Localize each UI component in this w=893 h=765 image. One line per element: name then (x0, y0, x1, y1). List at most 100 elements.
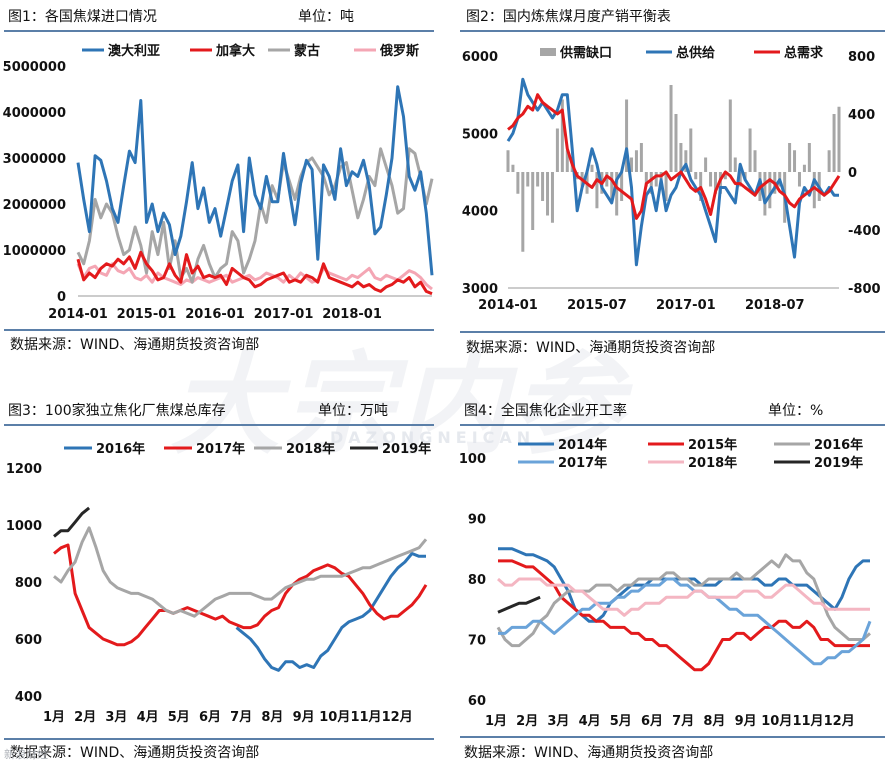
footer-rule (4, 329, 434, 331)
x-tick-label: 7月 (672, 714, 694, 729)
gap-bar (644, 172, 648, 187)
x-tick-label: 5月 (610, 714, 632, 729)
legend-label: 2014年 (558, 437, 607, 453)
legend-label: 2017年 (558, 455, 607, 471)
x-tick-label: 2016-01 (185, 307, 245, 322)
x-tick-label: 9月 (735, 714, 757, 729)
gap-bar (649, 172, 653, 194)
header-rule (460, 30, 885, 32)
footer-rule (460, 331, 885, 333)
legend-label: 2018年 (688, 455, 737, 471)
x-tick-label: 8月 (261, 710, 283, 725)
y-tick-label: 100 (459, 452, 486, 467)
legend-label: 总需求 (784, 45, 824, 61)
legend-label: 俄罗斯 (379, 43, 419, 59)
gap-bar (526, 172, 530, 187)
x-tick-label: 3月 (547, 714, 569, 729)
y-tick-label: 400 (15, 690, 42, 705)
series-line (53, 543, 428, 647)
y-tick-label: 4000 (462, 205, 498, 220)
source-note: 数据来源：WIND、海通期货投资咨询部 (10, 337, 260, 353)
x-tick-label: 2017-01 (254, 307, 314, 322)
gap-bar (541, 172, 545, 201)
x-tick-label: 8月 (703, 714, 725, 729)
gap-bar (674, 114, 678, 172)
x-tick-label: 1月 (485, 714, 507, 729)
gap-bar (620, 172, 624, 201)
y-tick-label: 3000 (462, 282, 498, 297)
watermark-sub: DAZONGNEICAN (330, 428, 536, 447)
gap-bar (546, 172, 550, 216)
footer-rule (4, 738, 434, 740)
x-tick-label: 2014-01 (478, 298, 538, 313)
y-tick-label: 5000000 (3, 60, 66, 75)
gap-bar (837, 106, 841, 172)
panel-unit: 单位：万吨 (318, 403, 388, 419)
x-tick-label: 11月 (792, 714, 823, 729)
gap-bar (812, 172, 816, 209)
x-tick-label: 2月 (74, 710, 96, 725)
series-line (76, 262, 433, 291)
series-line (235, 552, 426, 672)
panel-title: 图2：国内炼焦煤月度产销平衡表 (466, 9, 671, 25)
gap-bar (630, 157, 634, 172)
series-line (53, 506, 91, 538)
x-tick-label: 2015-07 (567, 298, 627, 313)
y-tick-label: 4000000 (3, 106, 66, 121)
gap-bar (733, 157, 737, 172)
legend-label: 2019年 (814, 455, 863, 471)
panel-title: 图3：100家独立焦化厂焦煤总库存 (8, 403, 226, 419)
source-note: 数据来源：WIND、海通期货投资咨询部 (466, 340, 716, 356)
y-tick-label: 70 (468, 634, 486, 649)
x-tick-label: 10月 (319, 710, 350, 725)
gap-bar (654, 172, 658, 187)
gap-bar (634, 150, 638, 172)
gap-bar (639, 143, 643, 172)
x-tick-label: 1月 (43, 710, 65, 725)
y-tick-label: 0 (57, 290, 66, 305)
x-tick-label: 2017-01 (656, 298, 716, 313)
header-rule (4, 30, 434, 32)
y-tick-label: 60 (468, 694, 486, 709)
x-tick-label: 4月 (579, 714, 601, 729)
y2-tick-label: 400 (848, 108, 875, 123)
gap-bar (550, 172, 554, 223)
gap-bar (689, 128, 693, 172)
panel-inventory: 图3：100家独立焦化厂焦煤总库存 单位：万吨 1200 1000 800 600 40… (0, 392, 446, 765)
gap-bar (615, 172, 619, 216)
panel-import: 图1：各国焦煤进口情况 单位：吨 5000000 4000000 3000000 20… (0, 0, 446, 385)
series-line (498, 577, 872, 666)
gap-bar (684, 150, 688, 172)
y-tick-label: 1000000 (3, 244, 66, 259)
series-line (76, 147, 434, 284)
panel-balance: 图2：国内炼焦煤月度产销平衡表 6000 5000 4000 3000 800 400 0-… (456, 0, 893, 385)
x-tick-label: 2014-01 (48, 307, 108, 322)
gap-bar (536, 172, 540, 187)
y-tick-label: 800 (15, 576, 42, 591)
gap-bar (738, 172, 742, 187)
gap-bar (610, 172, 614, 201)
panel-title: 图4：全国焦化企业开工率 (464, 403, 627, 419)
y-tick-label: 6000 (462, 50, 498, 65)
series-line (53, 526, 428, 618)
panel-utilization: 图4：全国焦化企业开工率 单位：% 100 90 80 70 60 1月 2月 3月 4月 5月 6… (456, 392, 893, 765)
legend-label: 蒙古 (294, 43, 320, 59)
gap-bar (555, 128, 559, 172)
series-line (498, 559, 870, 672)
x-tick-label: 2018-01 (322, 307, 382, 322)
gap-bar (694, 172, 698, 180)
legend-swatch (540, 48, 556, 56)
corner-mark: 新浪财经 (4, 748, 48, 761)
panel-title: 图1：各国焦煤进口情况 (8, 9, 157, 25)
series-line (76, 250, 433, 296)
y-tick-label: 90 (468, 513, 486, 528)
gap-bar (797, 172, 801, 187)
chart-4: 100 90 80 70 60 1月 2月 3月 4月 5月 6月 7月 8月 9月 10月 11月 12月 20… (459, 437, 872, 729)
series-line (507, 93, 841, 220)
y-tick-label: 2000000 (3, 198, 66, 213)
gap-bar (793, 150, 797, 172)
gap-bar (768, 172, 772, 209)
y-tick-label: 3000000 (3, 152, 66, 167)
gap-bar (605, 172, 609, 187)
gap-bar (521, 172, 525, 252)
